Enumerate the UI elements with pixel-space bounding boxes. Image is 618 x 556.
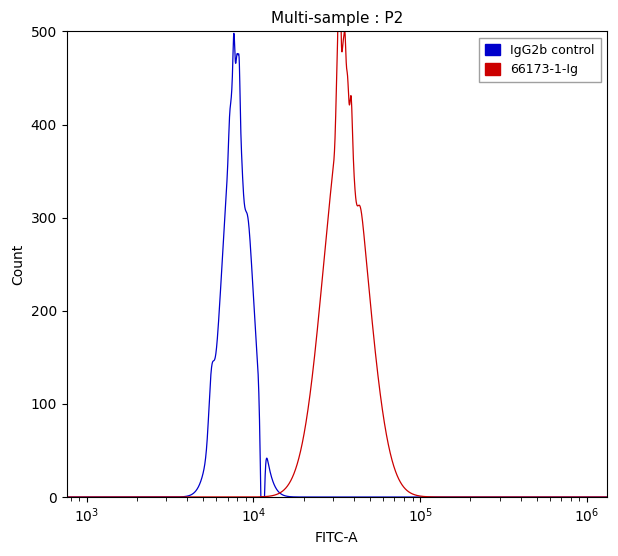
Y-axis label: Count: Count — [11, 244, 25, 285]
66173-1-Ig — [560, 494, 567, 500]
IgG2b control — [587, 494, 595, 500]
IgG2b control — [455, 494, 463, 500]
IgG2b control — [560, 494, 567, 500]
66173-1-Ig — [603, 494, 611, 500]
Line: 66173-1-Ig: 66173-1-Ig — [67, 0, 607, 497]
Title: Multi-sample : P2: Multi-sample : P2 — [271, 11, 403, 26]
66173-1-Ig — [290, 471, 297, 478]
IgG2b control — [63, 494, 70, 500]
Line: IgG2b control: IgG2b control — [67, 33, 607, 497]
IgG2b control — [231, 30, 238, 37]
IgG2b control — [295, 494, 302, 500]
IgG2b control — [257, 494, 265, 500]
66173-1-Ig — [320, 263, 327, 270]
IgG2b control — [290, 494, 298, 500]
66173-1-Ig — [294, 458, 302, 465]
Legend: IgG2b control, 66173-1-Ig: IgG2b control, 66173-1-Ig — [478, 38, 601, 82]
66173-1-Ig — [455, 494, 463, 500]
IgG2b control — [320, 494, 328, 500]
66173-1-Ig — [586, 494, 594, 500]
IgG2b control — [603, 494, 611, 500]
X-axis label: FITC-A: FITC-A — [315, 531, 358, 545]
66173-1-Ig — [63, 494, 70, 500]
